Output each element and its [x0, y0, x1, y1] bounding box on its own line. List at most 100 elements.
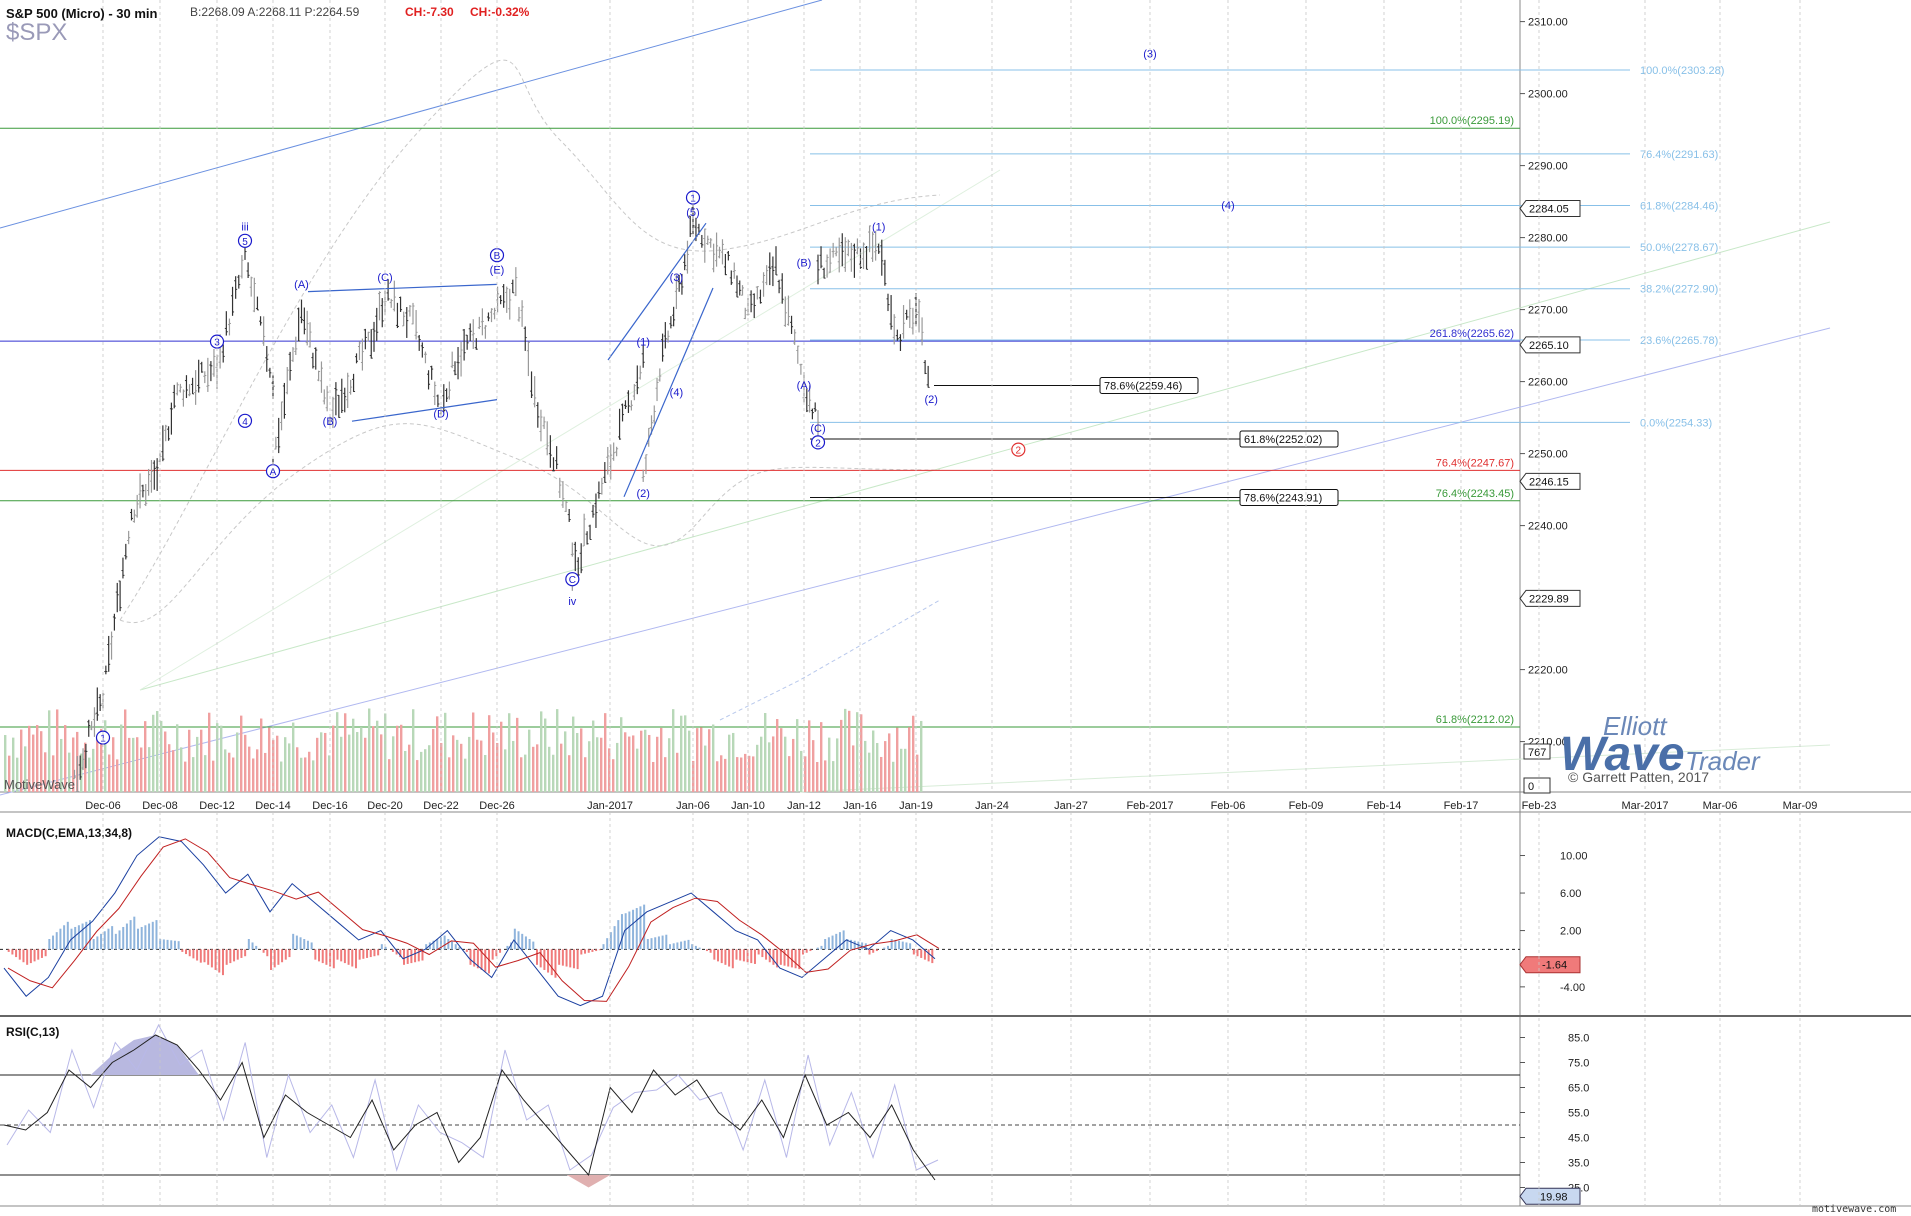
macd-histogram-bar	[144, 925, 147, 950]
time-tick-label: Jan-27	[1054, 800, 1088, 812]
volume-bar	[320, 732, 323, 792]
volume-bar	[316, 737, 319, 792]
macd-tick-label: 2.00	[1560, 926, 1581, 938]
time-axis[interactable]: Dec-06 Dec-08 Dec-12 Dec-14 Dec-16 Dec-20 Dec-…	[85, 0, 1817, 1205]
macd-value-label: -1.64	[1542, 960, 1567, 972]
volume-bar	[592, 720, 595, 792]
volume-bar	[872, 730, 875, 792]
macd-histogram-bar	[454, 944, 457, 950]
macd-histogram-bar	[595, 949, 598, 952]
volume-bar	[880, 756, 883, 792]
wave-label-circle	[237, 233, 253, 248]
volume-bar	[240, 715, 243, 792]
volume-bar	[716, 761, 719, 792]
volume-bar	[452, 735, 455, 792]
volume-bar	[824, 760, 827, 792]
time-tick-label: Dec-06	[85, 800, 120, 812]
fib-label: 0.0%(2254.33)	[1640, 417, 1712, 429]
volume-bar	[60, 738, 63, 792]
macd-histogram-bar	[669, 944, 671, 950]
macd-histogram-bar	[266, 949, 269, 957]
macd-histogram-bar	[838, 932, 841, 950]
macd-histogram-bar	[196, 949, 199, 961]
symbol-label: $SPX	[6, 19, 67, 46]
volume-bar	[356, 732, 359, 792]
rsi-overbought-fill	[90, 1035, 199, 1075]
time-tick-label: Dec-08	[142, 800, 177, 812]
price-marker-label: 2284.05	[1529, 203, 1569, 215]
time-tick-label: Mar-2017	[1621, 800, 1668, 812]
volume-bar	[140, 747, 143, 792]
macd-histogram-bar	[654, 937, 657, 950]
volume-bar	[184, 761, 187, 792]
macd-histogram-bar	[587, 949, 590, 953]
volume-bar	[376, 720, 379, 792]
macd-histogram-bar	[635, 908, 638, 950]
volume-bar	[328, 755, 331, 792]
macd-histogram-bar	[506, 945, 509, 950]
macd-histogram-bar	[221, 949, 224, 976]
volume-bar	[12, 737, 15, 792]
macd-panel[interactable]: MACD(C,EMA,13,34,8) 10.00 6.00 2.00 -4.00 -1.…	[0, 811, 1911, 1007]
volume-bar	[64, 725, 67, 792]
volume-bar	[112, 737, 115, 792]
macd-histogram-bar	[277, 949, 280, 965]
macd-histogram-bar	[177, 941, 180, 950]
macd-histogram-bar	[66, 921, 69, 950]
macd-title: MACD(C,EMA,13,34,8)	[6, 826, 132, 840]
rsi-panel[interactable]: RSI(C,13)85.075.065.055.045.035.025.019.…	[0, 1015, 1911, 1207]
volume-bar	[160, 720, 163, 792]
volume-bar	[48, 710, 51, 792]
volume-bar	[124, 709, 127, 792]
volume-bar	[220, 725, 223, 792]
macd-histogram-bar	[731, 949, 734, 969]
volume-bar	[712, 724, 715, 792]
macd-histogram-bar	[842, 930, 845, 950]
volume-bar	[368, 708, 371, 792]
volume-bar	[464, 758, 467, 792]
volume-bar	[364, 737, 367, 792]
volume-bar	[224, 749, 227, 792]
volume-bar	[52, 755, 55, 792]
macd-histogram-bar	[22, 949, 25, 963]
volume-bar	[152, 714, 155, 792]
macd-histogram-bar	[886, 945, 889, 950]
macd-histogram-bar	[414, 949, 417, 963]
macd-histogram-bar	[717, 949, 720, 962]
volume-bar	[804, 756, 807, 792]
time-tick-label: Dec-26	[479, 800, 514, 812]
volume-bar	[496, 743, 499, 792]
volume-bar	[136, 737, 139, 792]
macd-histogram-bar	[550, 949, 553, 976]
macd-histogram-bar	[580, 949, 583, 955]
macd-histogram-bar	[273, 949, 276, 968]
macd-histogram-bar	[909, 943, 912, 950]
level-label: 100.0%(2295.19)	[1430, 115, 1514, 127]
volume-bar	[40, 731, 43, 792]
volume-bar	[68, 752, 71, 792]
volume-bar	[608, 748, 611, 792]
volume-bar	[904, 748, 907, 792]
macd-histogram-bar	[199, 949, 202, 963]
macd-histogram-bar	[665, 934, 668, 950]
macd-histogram-bar	[122, 926, 125, 950]
macd-histogram-bar	[114, 933, 117, 950]
price-tick-label: 2300.00	[1528, 89, 1568, 101]
rsi-tick-label: 35.0	[1568, 1158, 1589, 1170]
macd-histogram-bar	[18, 949, 21, 960]
macd-histogram-bar	[901, 941, 904, 950]
macd-histogram-bar	[480, 949, 483, 970]
volume-bar	[344, 713, 347, 792]
volume-bar	[800, 750, 803, 792]
volume-bar	[724, 758, 727, 792]
macd-histogram-bar	[229, 949, 232, 964]
volume-bar	[192, 757, 195, 792]
macd-histogram-bar	[26, 949, 29, 965]
volume-bar	[164, 731, 167, 792]
boxed-level-box	[1239, 488, 1339, 506]
volume-bar	[56, 709, 59, 792]
volume-bar	[208, 712, 211, 792]
